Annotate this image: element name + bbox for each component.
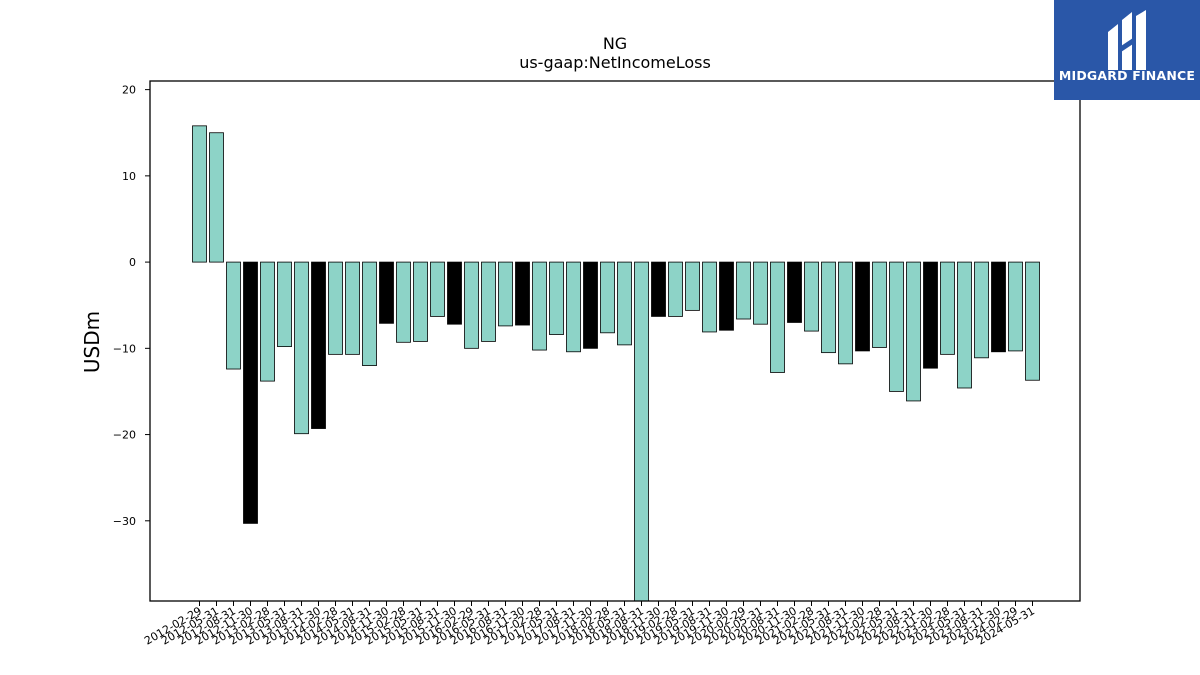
bar: [447, 261, 462, 325]
chart-title: NG: [603, 34, 627, 53]
bar: [957, 261, 972, 389]
bar: [872, 261, 887, 348]
y-ticks-group: 20 10 0 −10 −20 −30: [113, 84, 150, 528]
bars-group: [192, 125, 1040, 602]
bar: [396, 261, 411, 343]
bar: [617, 261, 632, 346]
bar: [855, 261, 870, 352]
y-tick-label: 20: [122, 84, 136, 97]
x-ticks-group: 2012-02-292012-05-312012-08-312012-11-30…: [142, 601, 1037, 648]
bar: [413, 261, 428, 342]
logo-text: MIDGARD FINANCE: [1058, 68, 1196, 83]
bar: [770, 261, 785, 373]
bar: [634, 261, 649, 602]
bar: [277, 261, 292, 348]
bar: [362, 261, 377, 366]
y-tick-label: −20: [113, 429, 136, 442]
y-axis-label: USDm: [80, 311, 104, 373]
bar: [532, 261, 547, 351]
bar: [889, 261, 904, 392]
bar: [821, 261, 836, 354]
bar: [464, 261, 479, 349]
bar: [702, 261, 717, 333]
bar: [583, 261, 598, 349]
bar: [481, 261, 496, 342]
bar: [294, 261, 309, 435]
bar: [328, 261, 343, 355]
chart-subtitle: us-gaap:NetIncomeLoss: [519, 53, 711, 72]
bar: [753, 261, 768, 325]
bar: [498, 261, 513, 327]
bar: [566, 261, 581, 353]
bar: [549, 261, 564, 335]
bar: [906, 261, 921, 402]
plot-frame: [149, 80, 1081, 602]
y-tick-label: −30: [113, 515, 136, 528]
bar: [192, 125, 207, 263]
bar: [1025, 261, 1040, 381]
bar: [804, 261, 819, 332]
bar: [379, 261, 394, 324]
bar: [991, 261, 1006, 353]
bar: [787, 261, 802, 323]
bar: [311, 261, 326, 429]
y-tick-label: 0: [129, 256, 136, 269]
bar: [923, 261, 938, 369]
bar: [345, 261, 360, 355]
bar: [600, 261, 615, 334]
bar: [719, 261, 734, 331]
bar: [940, 261, 955, 355]
bar: [243, 261, 258, 524]
bar: [974, 261, 989, 359]
bar: [685, 261, 700, 311]
bar: [668, 261, 683, 317]
bar: [838, 261, 853, 365]
bar: [430, 261, 445, 317]
midgard-logo-icon: [1108, 10, 1146, 70]
y-tick-label: −10: [113, 342, 136, 355]
bar: [651, 261, 666, 317]
bar: [260, 261, 275, 382]
y-tick-label: 10: [122, 170, 136, 183]
bar: [515, 261, 530, 326]
bar: [736, 261, 751, 320]
bar: [1008, 261, 1023, 352]
bar: [226, 261, 241, 370]
bar: [209, 132, 224, 263]
